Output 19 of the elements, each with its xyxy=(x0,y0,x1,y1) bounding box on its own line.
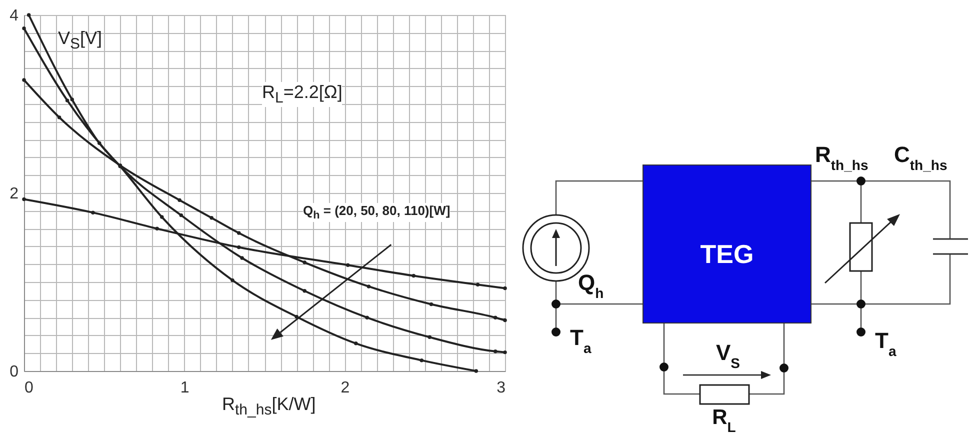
y-tick-label: 4 xyxy=(10,8,19,24)
annotation: Q$_{h}$ = (20, 50, 80, 110)[W] xyxy=(303,203,450,222)
text: Q$_{h}$ xyxy=(578,270,604,301)
text: R$_{th_hs}$ xyxy=(815,142,868,173)
text: R$_{L}$ xyxy=(712,406,736,435)
text: C$_{th_hs}$ xyxy=(894,142,948,173)
x-tick-label: 3 xyxy=(496,380,506,396)
x-axis-title: R$_{th_hs}$[K/W] xyxy=(222,394,316,419)
y-tick-label: 0 xyxy=(10,364,19,380)
text: V$_{S}$ xyxy=(716,340,740,371)
y-tick-label: 2 xyxy=(10,186,19,202)
x-tick-label: 2 xyxy=(340,380,350,396)
x-tick-label: 0 xyxy=(24,380,34,396)
text: TEG xyxy=(700,239,754,269)
text: T$_{a}$ xyxy=(875,328,896,359)
x-tick-label: 1 xyxy=(180,380,190,396)
annotation: R$_{L}$=2.2[Ω] xyxy=(262,82,342,107)
y-axis-title: V$_{S}$[V] xyxy=(58,28,102,53)
text: T$_{a}$ xyxy=(570,325,592,356)
